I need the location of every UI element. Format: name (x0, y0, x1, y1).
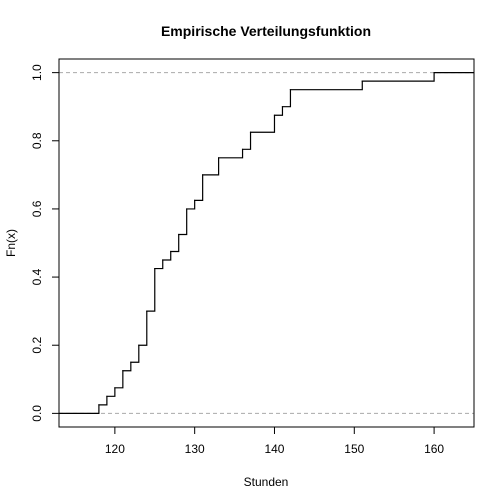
y-axis: 0.0 0.2 0.4 0.6 0.8 1.0 (30, 64, 60, 422)
ecdf-point-21 (433, 72, 435, 74)
y-tick-label-0: 0.0 (30, 405, 44, 422)
y-tick-label-2: 0.4 (30, 268, 44, 285)
ecdf-point-0 (98, 404, 100, 406)
ecdf-point-11 (186, 208, 188, 210)
ecdf-point-17 (273, 114, 276, 116)
y-tick-label-5: 1.0 (30, 64, 44, 81)
y-tick-label-1: 0.2 (30, 337, 44, 354)
ecdf-point-6 (146, 310, 148, 312)
x-axis-label: Stunden (244, 475, 289, 489)
ecdf-point-15 (241, 148, 244, 150)
y-axis-label: Fn(x) (4, 229, 18, 257)
x-tick-label-4: 160 (424, 442, 444, 456)
ecdf-point-1 (106, 395, 108, 397)
ecdf-steps (59, 72, 474, 414)
y-tick-label-4: 0.8 (30, 132, 44, 149)
ecdf-point-2 (114, 387, 116, 389)
ecdf-point-10 (178, 233, 180, 236)
x-tick-label-2: 140 (264, 442, 284, 456)
plot-frame (58, 58, 475, 428)
ecdf-point-9 (170, 250, 172, 253)
x-tick-label-1: 130 (185, 442, 205, 456)
ecdf-point-4 (130, 361, 132, 363)
ecdf-point-12 (194, 199, 196, 202)
x-tick-label-3: 150 (344, 442, 364, 456)
ecdf-point-8 (162, 259, 164, 261)
ecdf-point-13 (202, 174, 204, 176)
ecdf-point-14 (218, 157, 220, 159)
chart-title: Empirische Verteilungsfunktion (161, 23, 371, 39)
x-tick-label-0: 120 (105, 442, 125, 456)
ecdf-point-3 (122, 370, 124, 372)
ecdf-point-5 (138, 344, 140, 346)
ecdf-point-16 (249, 131, 252, 133)
ecdf-point-20 (361, 80, 363, 82)
ecdf-line (59, 72, 474, 414)
ecdf-point-18 (281, 106, 284, 108)
ecdf-point-7 (154, 267, 156, 270)
ecdf-point-19 (289, 89, 292, 91)
y-tick-label-3: 0.6 (30, 200, 44, 217)
reference-lines (59, 72, 474, 414)
x-axis: 120 130 140 150 160 (105, 426, 444, 456)
